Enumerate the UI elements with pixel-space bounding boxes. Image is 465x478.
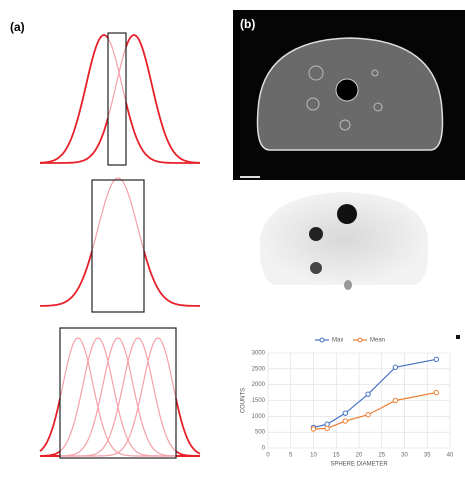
panel-label: (a) [10,20,25,34]
curve [176,399,200,454]
y-tick-label: 1500 [252,398,266,404]
x-tick-label: 25 [378,453,385,459]
y-tick-label: 3000 [252,351,266,357]
x-tick-label: 40 [447,453,454,459]
curve [40,399,60,452]
point [343,419,347,423]
y-tick-label: 500 [255,430,266,436]
series-line [314,359,437,427]
x-tick-label: 35 [424,453,431,459]
curve [126,102,200,163]
point [393,365,397,369]
curve [40,118,108,163]
x-tick-label: 5 [289,453,293,459]
curve [60,338,176,456]
curve [108,38,126,102]
series-line [314,393,437,429]
y-tick-label: 0 [262,446,266,452]
window [108,33,126,165]
pet-image [260,192,428,290]
x-tick-label: 30 [401,453,408,459]
curve [60,338,176,456]
point [366,392,370,396]
window [60,328,176,458]
point [343,411,347,415]
figure: (a) (b) 0 500 1000 1500 2000 2500 3000 0 5 10 15 20… [0,0,465,478]
curve [60,338,176,456]
point [393,398,397,402]
point [366,413,370,417]
point [434,390,438,394]
x-axis-label: SPHERE DIAMETER [330,462,388,468]
x-tick-label: 20 [356,453,363,459]
x-tick-label: 0 [266,453,270,459]
curve [126,35,200,163]
legend-marker [358,338,362,342]
point [311,427,315,431]
ct-image [233,10,465,180]
curve [40,251,92,306]
point [325,426,329,430]
y-tick-label: 2000 [252,382,266,388]
x-tick-label: 10 [310,453,317,459]
point [434,357,438,361]
y-tick-label: 1000 [252,414,266,420]
legend-marker [320,338,324,342]
curve [40,35,108,163]
curve [108,47,126,118]
y-axis-label: COUNTS [241,388,247,413]
curve [92,178,144,251]
curve [60,338,176,456]
curve [144,251,200,306]
window [92,180,144,312]
marker-square [456,335,460,339]
x-tick-label: 15 [333,453,340,459]
legend-label: Max [332,338,343,344]
legend-label: Mean [370,338,385,344]
gaussian-diagrams [40,33,200,458]
y-tick-label: 2500 [252,366,266,372]
curve [60,338,176,456]
panel-label: (b) [240,17,255,31]
